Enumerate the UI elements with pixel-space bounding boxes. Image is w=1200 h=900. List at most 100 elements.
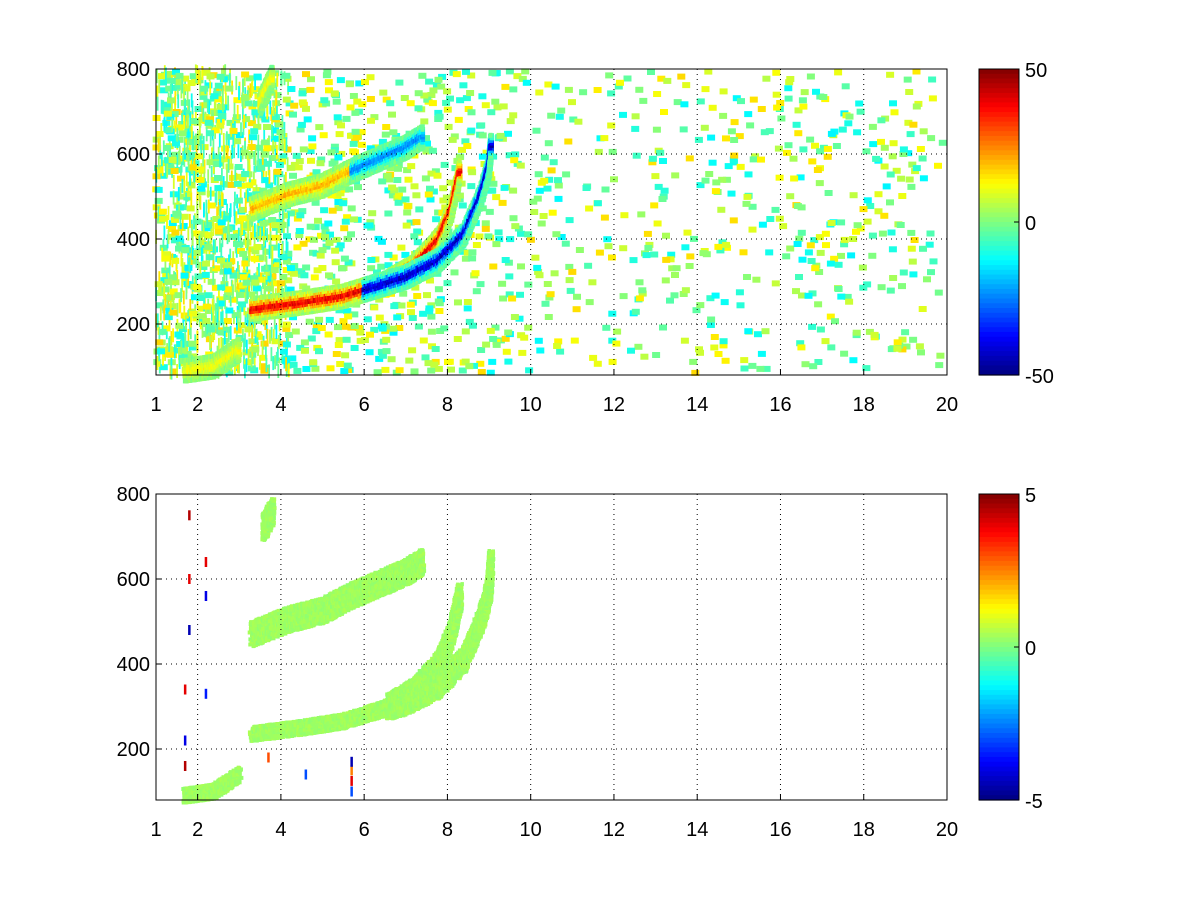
heatmap-cell (786, 76, 795, 82)
heatmap-cell (273, 169, 275, 184)
heatmap-cell (269, 244, 278, 251)
heatmap-cell (216, 300, 225, 307)
heatmap-cell (365, 349, 374, 356)
heatmap-cell (666, 297, 674, 304)
heatmap-cell (225, 369, 234, 376)
heatmap-cell (176, 269, 179, 284)
heatmap-cell (243, 301, 246, 316)
heatmap-cell (221, 87, 224, 102)
heatmap-cell (196, 311, 199, 326)
heatmap-cell (228, 134, 230, 149)
heatmap-cell (306, 223, 315, 230)
heatmap-cell (696, 302, 705, 309)
heatmap-cell (757, 156, 765, 163)
heatmap-cell (171, 257, 180, 264)
heatmap-cell (275, 161, 284, 168)
heatmap-cell (228, 228, 230, 243)
heatmap-cell (322, 100, 331, 107)
heatmap-cell (486, 327, 495, 334)
heatmap-cell (406, 100, 415, 107)
heatmap-cell (169, 368, 178, 375)
heatmap-cell (210, 228, 213, 243)
heatmap-cell (572, 306, 581, 313)
heatmap-cell (340, 255, 349, 262)
heatmap-cell (454, 116, 463, 123)
heatmap-cell (378, 138, 387, 145)
heatmap-cell (211, 127, 220, 134)
heatmap-cell (247, 285, 249, 300)
heatmap-cell (489, 263, 498, 270)
heatmap-cell (373, 269, 381, 276)
heatmap-cell (243, 338, 245, 353)
heatmap-cell (163, 284, 166, 299)
heatmap-cell (261, 139, 270, 146)
heatmap-cell (489, 336, 498, 342)
heatmap-cell (801, 361, 810, 368)
heatmap-cell (398, 186, 407, 193)
heatmap-cell (171, 229, 180, 236)
heatmap-cell (273, 315, 276, 330)
heatmap-cell (899, 269, 908, 276)
heatmap-cell (195, 65, 198, 80)
heatmap-cell (505, 291, 514, 298)
heatmap-cell (385, 176, 394, 183)
heatmap-cell (905, 89, 914, 95)
heatmap-cell (247, 157, 249, 172)
heatmap-cell (315, 348, 323, 355)
heatmap-cell (849, 357, 858, 364)
heatmap-cell (893, 345, 902, 352)
heatmap-cell (238, 215, 247, 222)
heatmap-cell (270, 135, 279, 142)
heatmap-cell (254, 150, 257, 165)
heatmap-cell (299, 240, 308, 247)
heatmap-cell (224, 295, 226, 310)
heatmap-cell (250, 353, 253, 368)
heatmap-cell (549, 159, 558, 166)
heatmap-cell (477, 347, 486, 353)
heatmap-cell (481, 225, 490, 232)
heatmap-cell (330, 90, 339, 97)
heatmap-cell (814, 301, 823, 308)
heatmap-cell (245, 189, 248, 204)
heatmap-cell (238, 86, 240, 100)
heatmap-cell (244, 333, 246, 348)
heatmap-cell (239, 306, 242, 321)
heatmap-cell (256, 254, 265, 261)
heatmap-cell (499, 103, 508, 110)
heatmap-cell (880, 144, 889, 151)
heatmap-cell (178, 326, 187, 333)
heatmap-cell (185, 315, 187, 330)
heatmap-cell (436, 328, 445, 334)
heatmap-cell (402, 222, 411, 229)
heatmap-cell (183, 305, 186, 320)
heatmap-cell (226, 131, 228, 146)
heatmap-cell (904, 150, 913, 157)
heatmap-cell (199, 70, 202, 85)
heatmap-cell (202, 225, 211, 232)
heatmap-cell (786, 193, 795, 200)
heatmap-cell (302, 71, 310, 78)
heatmap-cell (175, 245, 183, 252)
heatmap-cell (264, 316, 267, 330)
heatmap-cell (169, 300, 172, 315)
heatmap-cell (849, 236, 858, 242)
heatmap-cell (794, 130, 803, 137)
heatmap-cell (282, 212, 290, 219)
heatmap-cell (706, 322, 715, 328)
heatmap-cell (229, 248, 232, 263)
heatmap-cell (199, 93, 208, 100)
heatmap-cell (816, 249, 825, 256)
heatmap-cell (245, 339, 248, 354)
heatmap-cell (662, 232, 670, 239)
heatmap-cell (163, 110, 172, 117)
heatmap-cell (816, 326, 825, 333)
heatmap-cell (170, 237, 179, 244)
heatmap-cell (260, 151, 269, 158)
heatmap-cell (608, 310, 617, 317)
heatmap-cell (830, 255, 839, 262)
heatmap-cell (349, 140, 358, 147)
heatmap-cell (696, 98, 705, 105)
heatmap-cell (902, 343, 911, 350)
heatmap-cell (154, 186, 163, 193)
heatmap-cell (584, 262, 593, 269)
